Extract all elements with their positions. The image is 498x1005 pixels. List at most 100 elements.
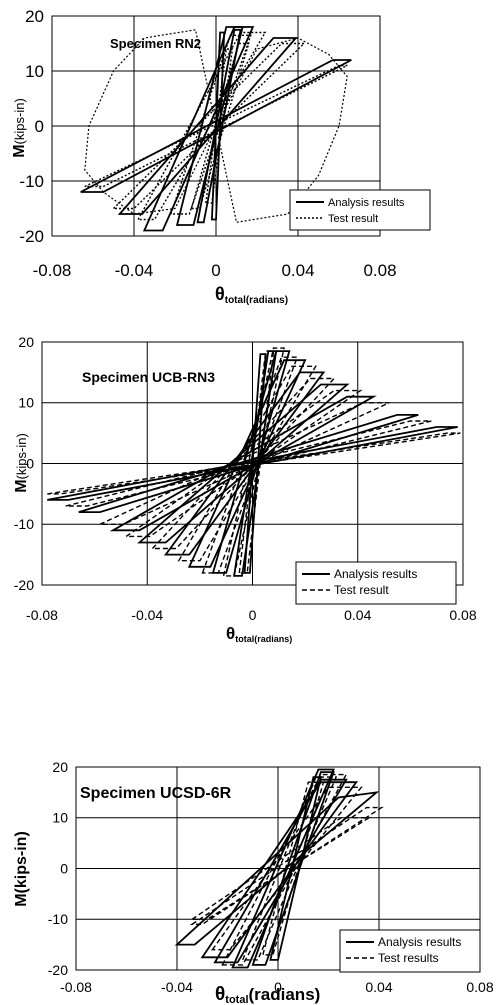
series-dashed <box>189 773 384 966</box>
y-tick-label: -10 <box>48 911 68 927</box>
x-axis-label-symbol: θ <box>215 984 225 1005</box>
y-tick-label: -20 <box>48 962 68 978</box>
y-axis-label-main: M <box>13 479 30 492</box>
x-axis-label: θtotal(radians) <box>215 284 288 306</box>
hysteresis-loop <box>169 34 252 215</box>
hysteresis-loop <box>205 48 234 204</box>
x-axis-label: θtotal(radians) <box>215 984 320 1005</box>
y-tick-label: -20 <box>14 577 34 593</box>
x-axis-label: θtotal(radians) <box>226 624 292 644</box>
hysteresis-loop <box>47 432 461 495</box>
hysteresis-loop <box>211 786 363 951</box>
series-dotted <box>84 29 348 223</box>
y-tick-label: 10 <box>18 395 34 411</box>
y-axis-label: M(kips-in) <box>13 433 30 493</box>
x-axis-label-unit: (radians) <box>249 985 321 1004</box>
hysteresis-loop <box>109 395 377 532</box>
test-envelope-curve <box>84 29 348 223</box>
hysteresis-loop <box>123 389 363 538</box>
y-tick-label: 0 <box>26 455 34 471</box>
chart-2: 20 10 0 -10 -20 -0.08 -0.04 0 0.04 0.08 Specimen U… <box>13 334 477 644</box>
hysteresis-loop <box>111 42 306 210</box>
x-axis-label-symbol: θ <box>226 624 235 643</box>
hysteresis-loop <box>136 383 350 544</box>
x-axis-label-symbol: θ <box>215 284 225 304</box>
hysteresis-loop <box>84 64 348 188</box>
x-tick-label: 0.08 <box>449 607 476 623</box>
legend-label: Test result <box>334 583 389 597</box>
x-tick-label: -0.08 <box>60 979 92 995</box>
hysteresis-loop <box>196 28 242 224</box>
y-axis-label-unit: (kips-in) <box>12 98 27 144</box>
x-axis-label-subscript: total(radians) <box>235 634 292 644</box>
specimen-label: Specimen RN2 <box>110 36 201 51</box>
specimen-label: Specimen UCSD-6R <box>80 785 232 802</box>
y-axis-label: M(kips-in) <box>11 98 28 158</box>
x-tick-label: 0.08 <box>466 979 493 995</box>
y-axis-label-unit: (kips-in) <box>14 433 29 479</box>
legend-label: Test results <box>378 951 439 965</box>
y-tick-label: 10 <box>25 62 44 81</box>
y-axis-label-main: M <box>11 144 28 157</box>
hysteresis-loop <box>189 806 384 925</box>
hysteresis-loop <box>200 781 359 959</box>
hysteresis-loop <box>190 42 250 210</box>
x-tick-label: 0.04 <box>344 607 371 623</box>
y-tick-label: 20 <box>18 334 34 350</box>
hysteresis-loop <box>189 817 372 920</box>
legend-box <box>295 561 457 605</box>
legend-label: Analysis results <box>378 935 461 949</box>
legend: Analysis results Test result <box>295 561 457 605</box>
legend-label: Analysis results <box>334 567 417 581</box>
x-tick-label: 0 <box>274 979 282 995</box>
series-solid <box>80 26 352 232</box>
y-tick-label: 0 <box>60 860 68 876</box>
hysteresis-loop <box>78 413 419 513</box>
hysteresis-loop <box>251 771 335 966</box>
series-dashed <box>47 347 461 577</box>
y-tick-label: -20 <box>19 227 44 246</box>
y-tick-label: 20 <box>52 759 68 775</box>
hysteresis-loop <box>174 791 380 946</box>
x-axis-label-subscript: total(radians) <box>225 295 288 306</box>
y-tick-label: 20 <box>25 7 44 26</box>
hysteresis-loop <box>187 359 307 568</box>
legend: Analysis results Test results <box>339 929 481 973</box>
hysteresis-loop <box>177 365 317 562</box>
y-tick-label: 0 <box>35 117 44 136</box>
hysteresis-loop <box>261 781 325 956</box>
x-tick-label: -0.08 <box>33 261 72 280</box>
y-tick-label: -10 <box>19 172 44 191</box>
x-tick-label: 0.04 <box>365 979 392 995</box>
y-axis-label: M(kips-in) <box>13 831 30 907</box>
legend-label: Test result <box>328 213 378 225</box>
x-tick-label: -0.04 <box>131 607 163 623</box>
chart-3: 20 10 0 -10 -20-0.08 -0.04 0 0.04 0.08 Specimen U… <box>13 759 494 1005</box>
legend-label: Analysis results <box>328 197 405 209</box>
legend: Analysis results Test result <box>289 189 431 231</box>
x-tick-label: -0.08 <box>26 607 58 623</box>
x-tick-label: 0.04 <box>281 261 314 280</box>
hysteresis-loop <box>80 59 352 193</box>
y-tick-label: 10 <box>52 810 68 826</box>
hysteresis-loop <box>65 420 432 507</box>
x-axis-label-subscript: total <box>225 994 248 1005</box>
hysteresis-loop <box>99 402 390 525</box>
legend-box <box>339 929 481 973</box>
hysteresis-loop <box>142 26 255 232</box>
x-tick-label: 0 <box>211 261 220 280</box>
hysteresis-loop <box>136 31 267 221</box>
x-tick-label: -0.04 <box>115 261 154 280</box>
y-tick-label: -10 <box>14 516 34 532</box>
hysteresis-loop <box>150 377 336 550</box>
specimen-label: Specimen UCB-RN3 <box>82 369 215 385</box>
hysteresis-loop <box>222 347 285 577</box>
y-axis-label-main: M(kips-in) <box>13 831 30 907</box>
chart-1: 20 10 0 -10 -20 -0.08 -0.04 0 0.04 0.08 Specimen R… <box>11 7 431 306</box>
x-tick-label: -0.04 <box>161 979 193 995</box>
legend-box <box>289 189 431 231</box>
x-tick-label: 0 <box>249 607 257 623</box>
hysteresis-loop <box>213 778 348 964</box>
x-tick-label: 0.08 <box>363 261 396 280</box>
